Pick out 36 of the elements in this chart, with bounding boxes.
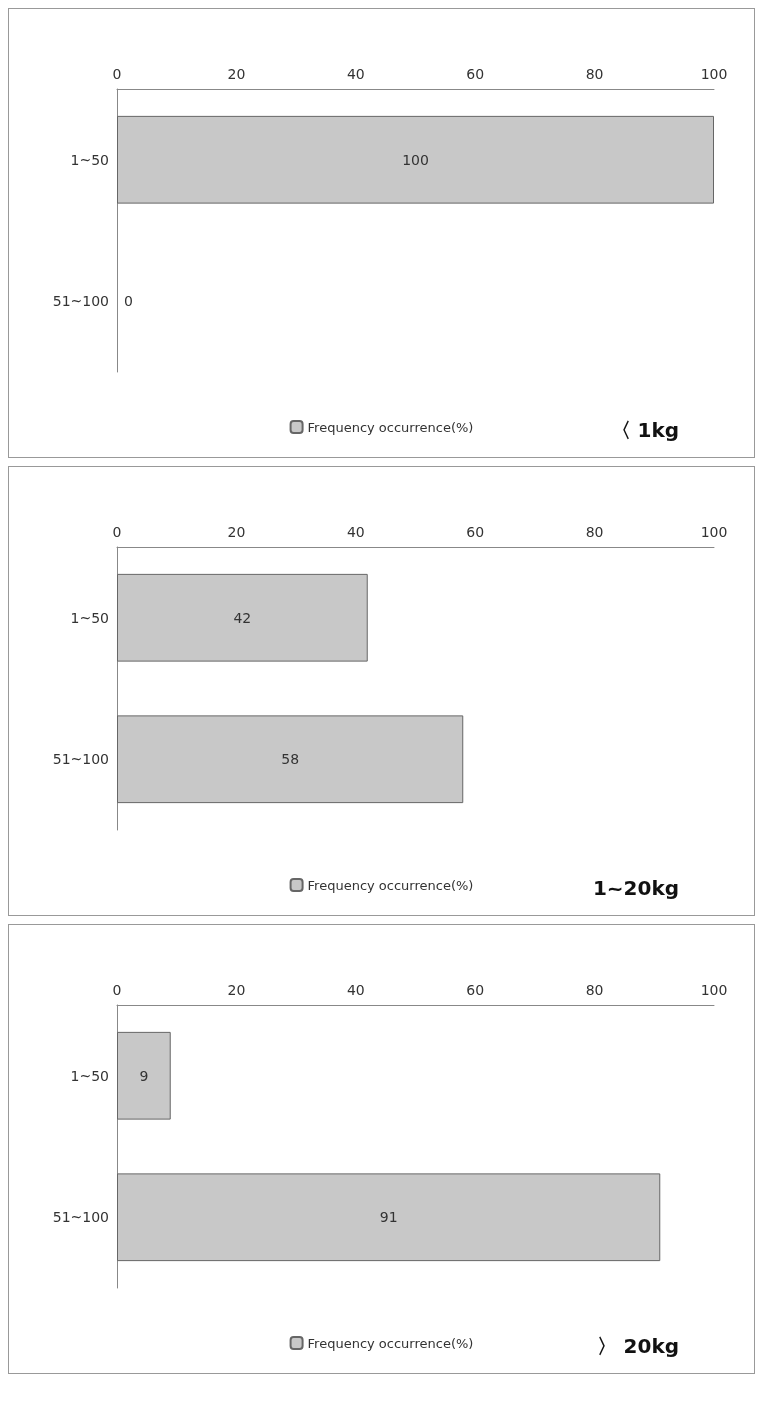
y-tick-label: 1~50	[70, 1067, 109, 1084]
data-label: 42	[233, 609, 252, 626]
y-tick-label: 51~100	[52, 293, 109, 310]
x-tick-label: 100	[700, 982, 728, 998]
x-tick-label: 20	[227, 66, 246, 82]
data-label: 0	[124, 293, 133, 310]
x-tick-label: 0	[112, 66, 122, 82]
x-tick-label: 100	[700, 524, 728, 540]
x-tick-label: 20	[227, 524, 246, 540]
legend-label: Frequency occurrence(%)	[307, 419, 474, 435]
text: 1~20kg	[592, 876, 679, 900]
y-tick-label: 1~50	[70, 151, 109, 168]
data-label: 9	[139, 1067, 149, 1084]
x-tick-label: 40	[346, 524, 365, 540]
legend-label: Frequency occurrence(%)	[307, 1335, 474, 1351]
y-tick-label: 51~100	[52, 1209, 109, 1226]
x-tick-label: 40	[346, 66, 365, 82]
text: 〈 1kg	[610, 418, 679, 442]
x-tick-label: 40	[346, 982, 365, 998]
legend-label: Frequency occurrence(%)	[307, 877, 474, 893]
x-tick-label: 0	[112, 982, 122, 998]
y-tick-label: 51~100	[52, 751, 109, 768]
x-tick-label: 80	[585, 66, 604, 82]
x-tick-label: 80	[585, 524, 604, 540]
data-label: 91	[379, 1209, 398, 1226]
x-tick-label: 60	[466, 66, 485, 82]
x-tick-label: 60	[466, 982, 485, 998]
x-tick-label: 100	[700, 66, 728, 82]
data-label: 58	[281, 751, 300, 768]
data-label: 100	[402, 151, 429, 168]
x-tick-label: 60	[466, 524, 485, 540]
text: 〉 20kg	[596, 1334, 680, 1358]
x-tick-label: 20	[227, 982, 246, 998]
x-tick-label: 0	[112, 524, 122, 540]
y-tick-label: 1~50	[70, 609, 109, 626]
x-tick-label: 80	[585, 982, 604, 998]
